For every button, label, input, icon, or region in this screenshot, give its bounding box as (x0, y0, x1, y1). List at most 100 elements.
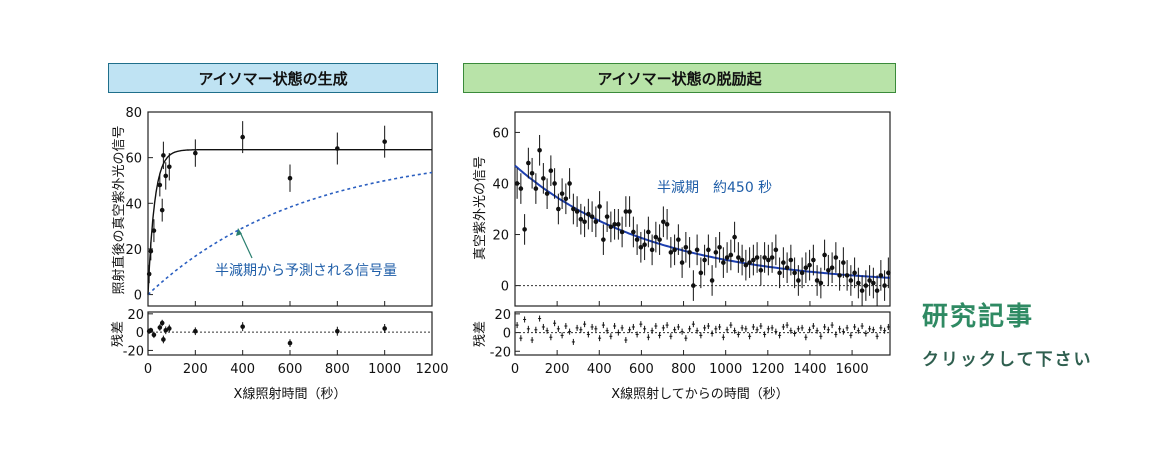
right-data-point (691, 283, 696, 288)
left-data-point (161, 153, 166, 158)
left-panel-title-text: アイソマー状態の生成 (198, 69, 348, 88)
right-data-point (788, 257, 794, 263)
left-residual-point (159, 320, 165, 326)
left-residual-point (240, 324, 245, 329)
right-data-point (777, 270, 782, 276)
right-data-point (522, 227, 527, 232)
right-data-point (814, 278, 820, 283)
left-data-point (146, 271, 152, 277)
left-data-point (148, 248, 154, 254)
left-residual-point (161, 337, 166, 342)
right-x-tick-label: 200 (545, 362, 570, 377)
right-data-point (728, 252, 734, 258)
right-data-point (773, 247, 779, 253)
right-data-point (739, 257, 745, 263)
right-data-point (807, 262, 812, 268)
right-data-point (769, 255, 775, 260)
research-article-link[interactable]: 研究記事 クリックして下さい (922, 296, 1093, 370)
right-annotation: 半減期 約450 秒 (657, 179, 772, 196)
right-data-point (653, 234, 659, 240)
right-data-point (878, 273, 884, 278)
right-data-point (634, 237, 640, 242)
left-residual-point (151, 332, 157, 338)
right-data-point (638, 244, 644, 250)
right-data-point (818, 280, 824, 286)
right-y-tick-label: 40 (492, 177, 509, 192)
left-y-tick-label: 40 (125, 197, 142, 212)
right-y-axis-label: 真空紫外光の信号 (473, 156, 488, 260)
left-annotation: 半減期から予測される信号量 (215, 262, 397, 279)
left-x-tick-label: 200 (183, 362, 208, 377)
right-y-tick-label: 20 (492, 229, 509, 244)
right-data-point (859, 288, 865, 293)
right-data-point (529, 170, 535, 176)
right-data-point (826, 267, 831, 273)
right-data-point (837, 273, 842, 278)
right-data-point (642, 242, 647, 248)
left-residual-frame (147, 311, 433, 356)
right-data-point (871, 280, 876, 286)
right-data-point (593, 219, 599, 225)
right-main-frame (514, 111, 891, 307)
left-x-tick-label: 800 (325, 362, 350, 377)
left-residual-point (335, 328, 340, 334)
right-data-point (799, 270, 805, 276)
left-data-point (151, 228, 157, 233)
left-data-point (335, 146, 340, 151)
research-article-link-subtitle[interactable]: クリックして下さい (922, 350, 1093, 370)
right-data-point (844, 273, 850, 278)
left-data-point (382, 139, 387, 144)
right-data-point (717, 244, 722, 250)
left-data-point (159, 207, 165, 213)
right-data-point (567, 181, 572, 186)
right-data-point (604, 214, 610, 219)
right-data-point (537, 147, 542, 153)
right-data-point (784, 265, 790, 271)
right-data-point (882, 283, 887, 288)
right-data-point (623, 209, 629, 214)
left-data-point (240, 134, 245, 140)
right-data-point (563, 196, 569, 202)
right-data-point (856, 280, 861, 286)
right-data-point (709, 278, 715, 283)
left-x-tick-label: 1000 (368, 362, 401, 377)
left-y-axis-label: 照射直後の真空紫外光の信号 (111, 125, 127, 294)
left-x-tick-label: 400 (230, 362, 255, 377)
left-residual-point (193, 328, 198, 334)
right-data-point (548, 168, 554, 174)
left-x-tick-label: 600 (278, 362, 303, 377)
right-data-point (781, 260, 786, 265)
right-data-point (687, 250, 692, 255)
right-res-y-tick-label: 0 (503, 327, 511, 342)
right-data-point (608, 224, 614, 230)
right-data-point (672, 247, 677, 253)
right-data-point (616, 222, 621, 227)
right-chart-marks: 0 200 400 600 800 1000 1200 1400 16000204060-200… (490, 126, 891, 377)
right-data-point (886, 270, 891, 276)
right-y-tick-label: 0 (501, 280, 509, 295)
right-x-tick-label: 600 (629, 362, 654, 377)
right-data-point (544, 191, 550, 196)
left-residual-point (157, 325, 163, 330)
right-data-point (848, 278, 854, 283)
research-article-link-title[interactable]: 研究記事 (922, 302, 1035, 332)
right-data-point (792, 270, 797, 276)
left-y-tick-label: 80 (125, 106, 142, 121)
right-data-point (863, 283, 869, 288)
left-res-y-tick-label: 0 (136, 326, 144, 341)
right-data-point (747, 260, 752, 265)
right-data-point (743, 262, 749, 268)
right-data-point (679, 260, 685, 265)
right-data-point (533, 186, 539, 191)
right-data-point (683, 244, 689, 250)
right-data-point (811, 257, 816, 263)
right-data-point (698, 270, 704, 276)
right-residual-frame (514, 311, 891, 356)
right-data-point (706, 247, 711, 253)
right-panel-title: アイソマー状態の脱励起 (463, 63, 896, 93)
right-data-point (526, 160, 531, 166)
left-data-point (163, 173, 169, 179)
right-data-point (559, 191, 565, 196)
left-x-axis-label: X線照射時間（秒） (234, 386, 347, 402)
